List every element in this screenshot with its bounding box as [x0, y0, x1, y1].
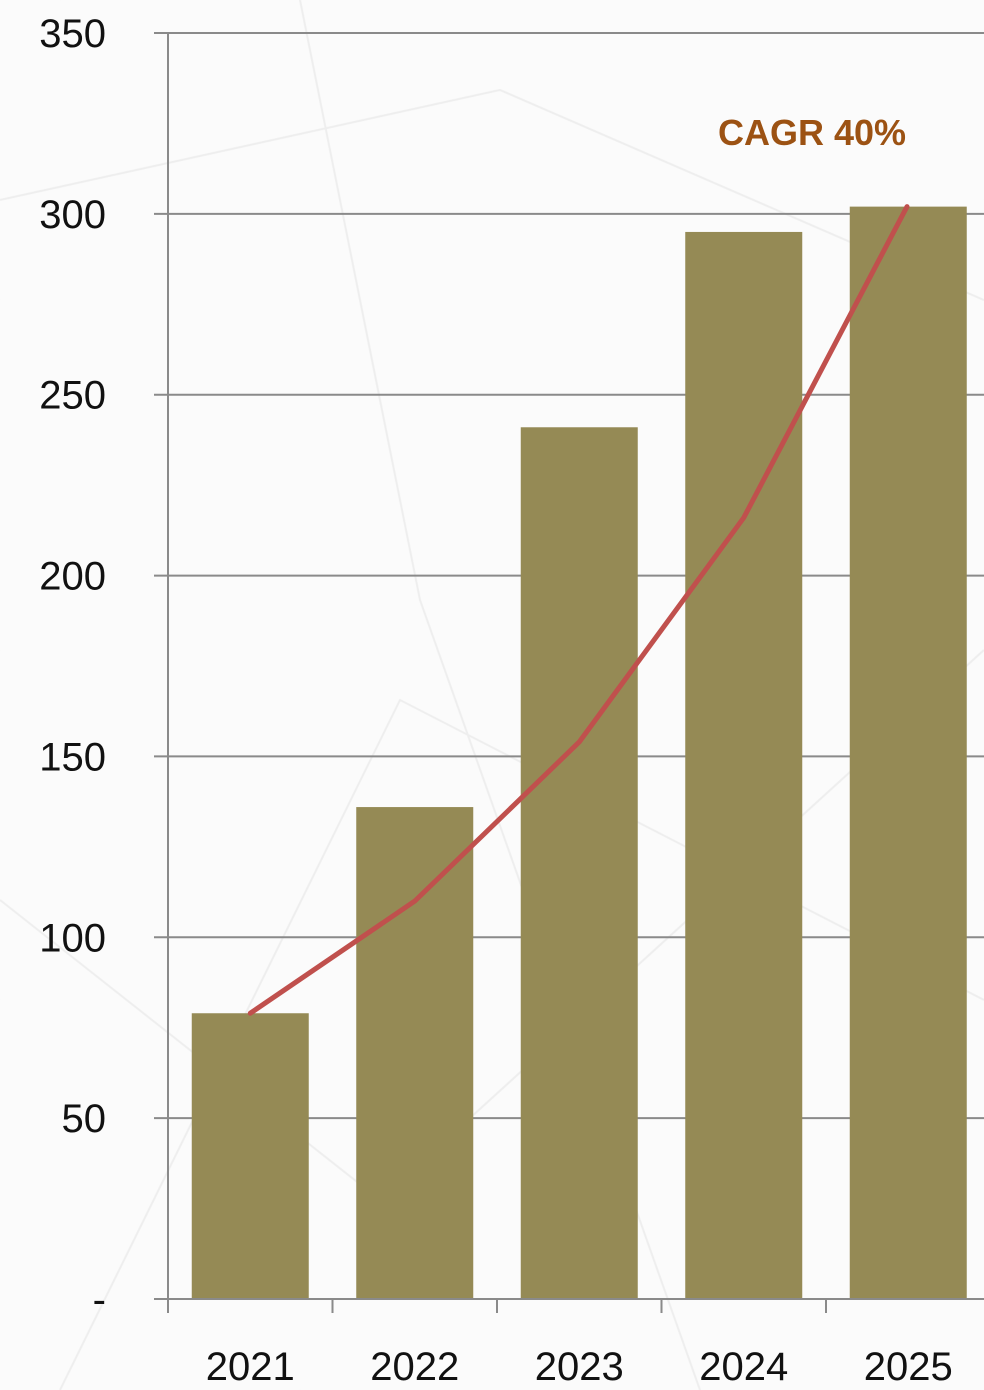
cagr-annotation: CAGR 40%: [718, 112, 906, 153]
x-tick-label: 2022: [370, 1345, 459, 1389]
bar: [849, 206, 967, 1300]
y-tick-label: 350: [39, 12, 106, 56]
trend-line: [247, 204, 910, 1016]
y-tick-label: 300: [39, 193, 106, 237]
bars: [191, 206, 967, 1300]
y-tick-label: 100: [39, 916, 106, 960]
x-tick-label: 2023: [535, 1345, 624, 1389]
y-tick-label: 50: [62, 1097, 107, 1141]
y-tick-label: 150: [39, 735, 106, 779]
bar: [685, 231, 803, 1299]
bar: [356, 807, 474, 1299]
x-tick-label: 2021: [206, 1345, 295, 1389]
bar: [191, 1013, 309, 1299]
bar: [520, 427, 638, 1300]
y-tick-label: 250: [39, 374, 106, 418]
y-tick-label: -: [93, 1278, 106, 1322]
y-tick-label: 200: [39, 555, 106, 599]
axes: - 50 100 150 200 250 300 350 2021 2022 2023 2024 202…: [39, 12, 984, 1389]
cagr-trend-line: [247, 204, 910, 1016]
x-tick-label: 2024: [699, 1345, 788, 1389]
x-tick-label: 2025: [864, 1345, 953, 1389]
